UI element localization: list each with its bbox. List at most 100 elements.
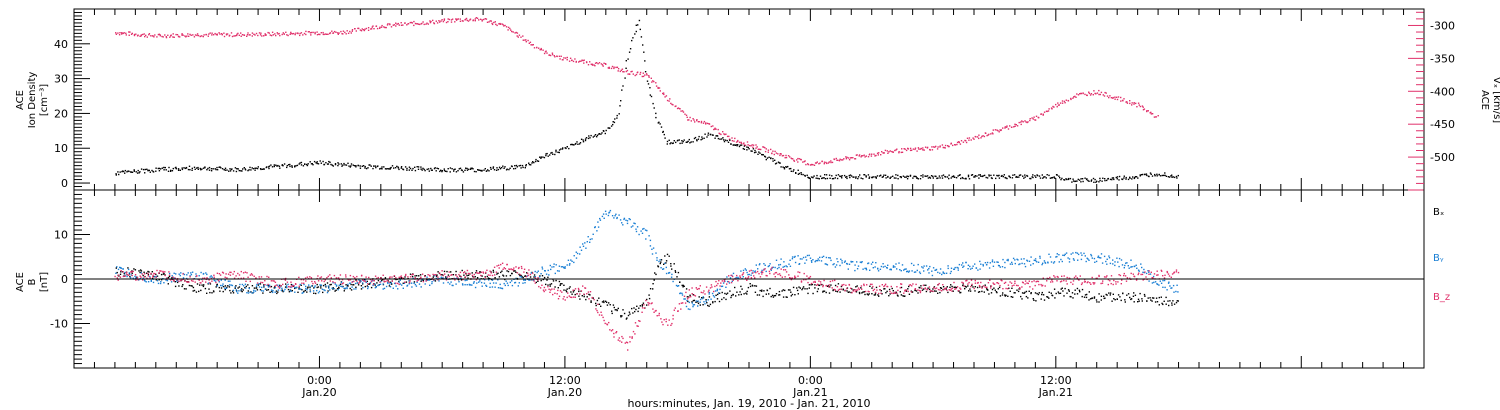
series-bz-point	[458, 273, 460, 276]
series-vx-point	[827, 162, 830, 164]
series-bx-point	[262, 292, 264, 294]
series-vx-point	[571, 59, 573, 61]
series-bz-point	[814, 281, 816, 283]
series-bz-point	[348, 279, 350, 281]
series-bx-point	[362, 283, 364, 285]
series-vx-point	[203, 34, 205, 36]
series-vx	[115, 17, 1159, 166]
series-by-point	[828, 257, 830, 259]
series-density-point	[282, 165, 284, 167]
series-bz-point	[999, 284, 1001, 287]
series-density-point	[849, 174, 852, 176]
series-density-point	[504, 166, 506, 168]
series-density-point	[483, 169, 485, 171]
series-bz-point	[577, 287, 580, 290]
series-vx-point	[385, 26, 387, 29]
series-density-point	[1163, 174, 1165, 177]
series-by-point	[947, 265, 949, 267]
series-vx-point	[481, 19, 483, 21]
series-bx-point	[120, 271, 122, 273]
series-vx-point	[276, 32, 278, 34]
series-bx-point	[797, 293, 799, 295]
series-bz-point	[655, 309, 657, 312]
series-by-point	[389, 283, 391, 285]
series-bx-point	[1034, 292, 1037, 294]
series-bz-point	[894, 291, 896, 293]
series-density-point	[853, 176, 855, 178]
series-density-point	[136, 172, 139, 174]
series-bx-point	[801, 288, 803, 291]
series-vx-point	[342, 30, 345, 32]
series-bx-point	[657, 266, 660, 268]
series-bx-point	[377, 279, 380, 282]
series-vx-point	[1142, 109, 1145, 111]
series-density-point	[276, 165, 278, 167]
series-bx-point	[636, 305, 638, 307]
series-by-point	[979, 260, 981, 263]
series-vx-point	[621, 68, 624, 70]
series-bx-point	[864, 293, 866, 296]
series-density-point	[738, 145, 741, 148]
series-bx-point	[779, 294, 781, 296]
series-vx-point	[314, 33, 316, 35]
series-bx-point	[791, 293, 794, 296]
series-bz-point	[1029, 286, 1031, 288]
series-bz-point	[132, 270, 134, 273]
series-bz-point	[713, 290, 715, 293]
series-density-point	[722, 137, 724, 139]
series-density-point	[199, 167, 201, 170]
series-bz-point	[240, 277, 242, 279]
series-density-point	[1035, 176, 1037, 178]
series-by-point	[720, 285, 723, 288]
series-by-point	[1058, 254, 1060, 256]
series-bz-point	[647, 304, 650, 306]
series-by-point	[399, 279, 401, 281]
series-bx-point	[726, 292, 729, 294]
series-density-point	[1072, 178, 1074, 180]
series-bz-point	[836, 286, 839, 288]
series-bx-point	[595, 302, 597, 305]
series-bx-point	[674, 270, 676, 272]
series-bz-point	[388, 277, 391, 279]
series-by-point	[806, 254, 809, 257]
x-tick-time-label: 0:00	[307, 374, 332, 387]
series-vx-point	[345, 33, 347, 35]
series-bx-point	[652, 288, 654, 290]
series-density-point	[1102, 177, 1104, 179]
series-bz-point	[450, 274, 452, 276]
series-bz-point	[1042, 277, 1044, 279]
series-by-point	[901, 264, 904, 266]
series-bx-point	[452, 274, 455, 276]
series-density-point	[270, 164, 272, 166]
series-vx-point	[950, 142, 952, 144]
series-bz-point	[1024, 280, 1027, 282]
series-vx-point	[259, 34, 262, 36]
series-by-point	[956, 266, 958, 269]
series-vx-point	[929, 149, 931, 151]
series-vx-point	[1042, 114, 1044, 116]
series-bz-point	[661, 321, 663, 323]
series-by-point	[374, 287, 377, 289]
series-by-point	[847, 268, 849, 270]
series-by-point	[301, 292, 303, 294]
series-bz-point	[861, 288, 863, 290]
series-bx-point	[513, 270, 515, 272]
series-by-point	[471, 284, 473, 286]
series-vx-point	[475, 17, 477, 19]
series-vx-point	[331, 30, 333, 32]
series-by-point	[234, 286, 236, 288]
series-bz-point	[424, 275, 426, 278]
series-bz-point	[337, 277, 340, 279]
series-density-point	[1044, 176, 1046, 178]
series-by-point	[320, 284, 323, 286]
series-bz-point	[789, 277, 791, 279]
series-vx-point	[188, 35, 190, 37]
series-bz-point	[1073, 276, 1076, 279]
series-bz-point	[490, 272, 492, 274]
series-bz-point	[917, 289, 919, 291]
series-by-point	[857, 265, 860, 267]
series-bx-point	[244, 287, 246, 289]
series-density-point	[850, 175, 853, 177]
series-bx-point	[447, 274, 450, 276]
series-density-point	[935, 175, 937, 178]
